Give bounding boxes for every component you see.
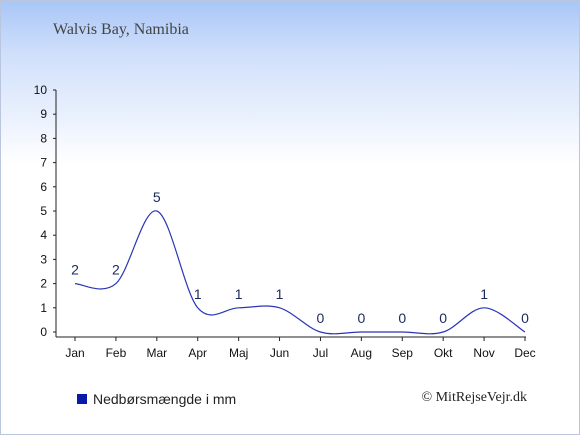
y-tick-label: 1 <box>40 301 47 315</box>
data-label: 0 <box>357 310 365 326</box>
x-tick-label: Aug <box>351 346 372 360</box>
y-tick-label: 4 <box>40 228 47 242</box>
y-tick-label: 5 <box>40 204 47 218</box>
x-tick-label: Jul <box>313 346 328 360</box>
x-tick-label: Nov <box>473 346 494 360</box>
data-label: 1 <box>235 286 243 302</box>
data-label: 0 <box>317 310 325 326</box>
y-tick-label: 6 <box>40 180 47 194</box>
legend-label: Nedbørsmængde i mm <box>93 391 237 407</box>
axes <box>55 90 526 338</box>
x-tick-label: Mar <box>146 346 167 360</box>
data-label: 0 <box>521 310 529 326</box>
data-label: 5 <box>153 189 161 205</box>
x-tick-label: Feb <box>106 346 127 360</box>
data-label: 1 <box>480 286 488 302</box>
x-axis-ticks: Jan Feb Mar Apr Maj Jun Jul Aug Sep Okt Nov Dec <box>65 337 536 360</box>
precipitation-line <box>74 210 526 335</box>
x-tick-label: Okt <box>434 346 453 360</box>
y-axis-ticks: 0 1 2 3 4 5 6 7 8 9 10 <box>34 83 56 339</box>
data-label: 2 <box>71 262 79 278</box>
location-title: Walvis Bay, Namibia <box>53 21 189 38</box>
data-label: 2 <box>112 262 120 278</box>
data-label: 0 <box>439 310 447 326</box>
x-tick-label: Sep <box>392 346 414 360</box>
x-tick-label: Jun <box>270 346 289 360</box>
x-tick-label: Jan <box>65 346 84 360</box>
legend: Nedbørsmængde i mm <box>77 391 236 407</box>
y-tick-label: 10 <box>34 83 48 97</box>
data-labels: 2 2 5 1 1 1 0 0 0 0 1 0 <box>71 189 529 326</box>
y-tick-label: 9 <box>40 107 47 121</box>
data-label: 1 <box>194 286 202 302</box>
y-tick-label: 7 <box>40 156 47 170</box>
data-label: 1 <box>276 286 284 302</box>
legend-swatch <box>77 394 87 404</box>
x-tick-label: Maj <box>229 346 248 360</box>
x-tick-label: Apr <box>188 346 207 360</box>
y-tick-label: 0 <box>40 325 47 339</box>
y-tick-label: 8 <box>40 131 47 145</box>
data-label: 0 <box>398 310 406 326</box>
copyright-text: © MitRejseVejr.dk <box>421 390 527 405</box>
y-tick-label: 2 <box>40 277 47 291</box>
y-tick-label: 3 <box>40 252 47 266</box>
x-tick-label: Dec <box>514 346 535 360</box>
